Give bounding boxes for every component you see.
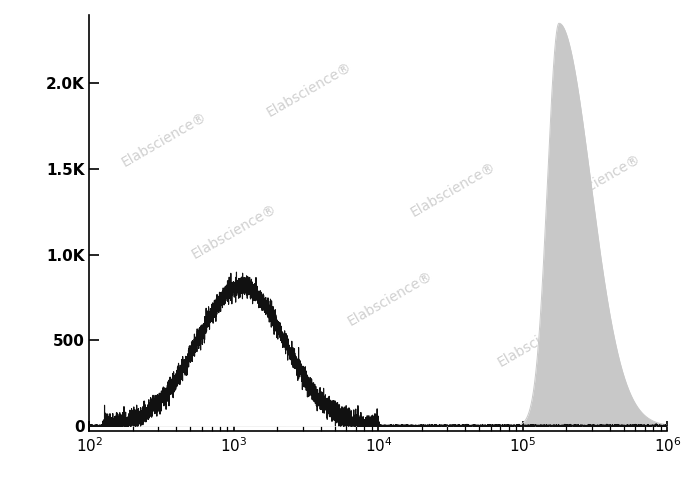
Text: Elabscience®: Elabscience®: [409, 160, 499, 220]
Text: Elabscience®: Elabscience®: [264, 60, 354, 120]
Text: Elabscience®: Elabscience®: [345, 268, 435, 328]
Text: Elabscience®: Elabscience®: [120, 110, 210, 170]
Text: Elabscience®: Elabscience®: [189, 201, 279, 261]
Text: Elabscience®: Elabscience®: [553, 151, 643, 211]
Text: Elabscience®: Elabscience®: [495, 310, 585, 369]
